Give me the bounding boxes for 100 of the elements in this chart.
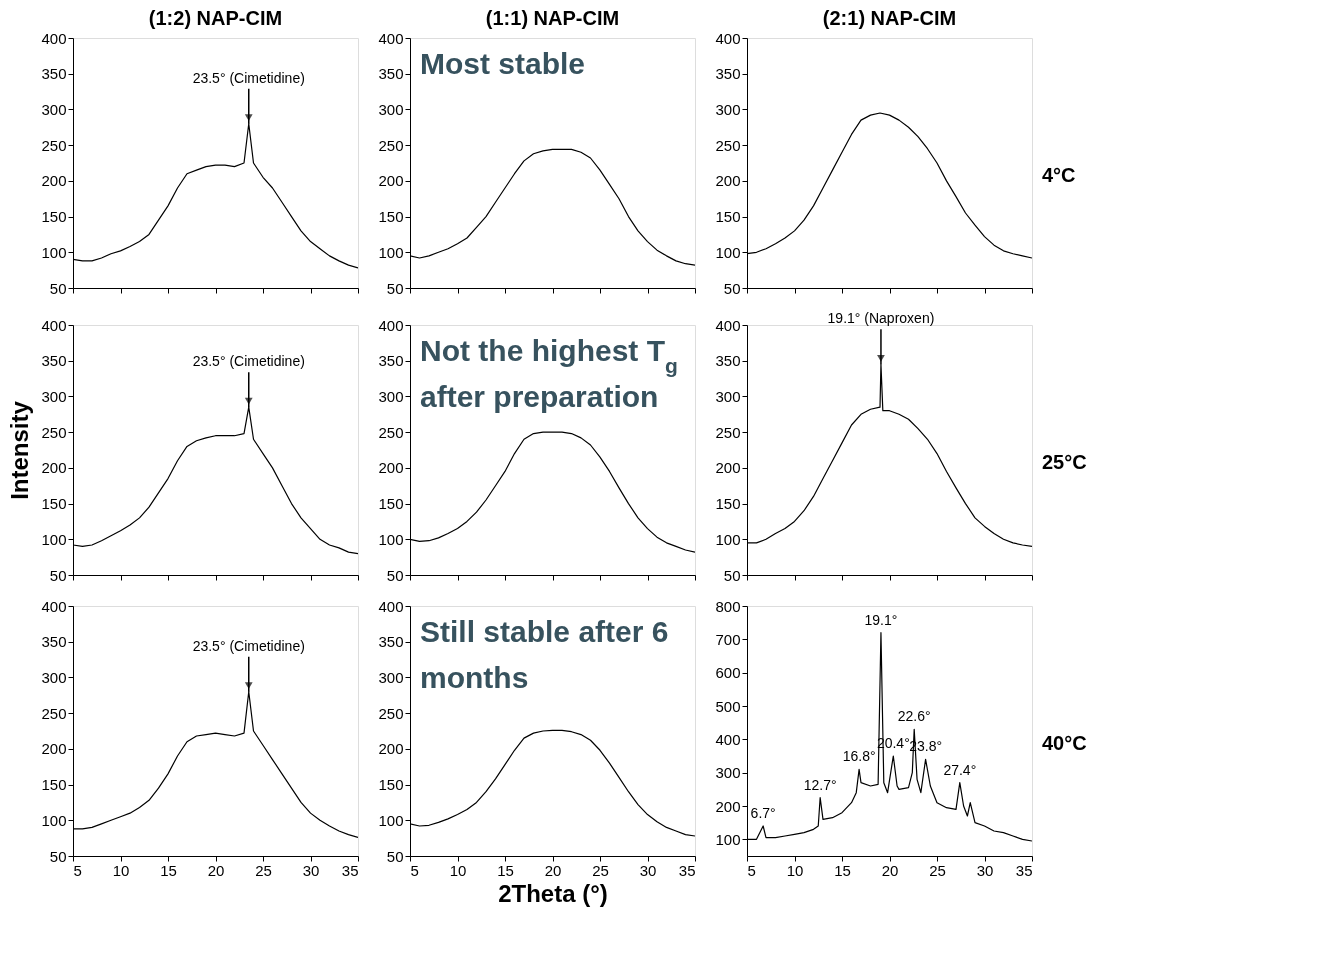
y-tick-label: 250 (41, 423, 67, 441)
y-tick-label: 100 (715, 830, 741, 848)
annotation: after preparation (420, 380, 659, 413)
y-tick-label: 200 (715, 797, 741, 815)
x-tick-label: 10 (786, 861, 804, 879)
y-tick-label: 300 (715, 387, 741, 405)
y-tick-label: 150 (715, 208, 741, 226)
x-tick-label: 25 (929, 861, 946, 879)
y-tick-label: 300 (715, 100, 741, 118)
y-tick-label: 350 (41, 633, 67, 651)
annotation: 23.5° (Cimetidine) (192, 353, 305, 370)
annotation: 12.7° (803, 776, 837, 793)
x-tick-label: 35 (341, 861, 359, 879)
y-tick-label: 300 (378, 100, 404, 118)
x-tick-label: 5 (73, 861, 82, 879)
x-tick-label: 35 (678, 861, 696, 879)
y-tick-label: 800 (715, 597, 741, 615)
y-axis-title: Intensity (6, 400, 34, 500)
y-tick-label: 350 (41, 65, 67, 83)
chart-title: (2:1) NAP-CIM (822, 7, 957, 29)
y-tick-label: 100 (378, 530, 404, 548)
x-tick-label: 20 (544, 861, 562, 879)
y-tick-label: 350 (715, 65, 741, 83)
annotation: 19.1° (864, 611, 898, 628)
y-tick-label: 400 (715, 730, 741, 748)
text: 25°C (1042, 450, 1087, 473)
y-tick-label: 400 (41, 316, 67, 334)
annotation: 22.6° (897, 708, 931, 725)
y-tick-label: 150 (378, 495, 404, 513)
y-tick-label: 150 (41, 208, 67, 226)
y-tick-label: 400 (378, 597, 404, 615)
y-tick-label: 150 (41, 776, 67, 794)
y-tick-label: 50 (386, 566, 404, 584)
annotation: Not the highest T$_{g}$ (420, 334, 678, 377)
y-tick-label: 250 (378, 704, 404, 722)
x-tick-label: 5 (410, 861, 419, 879)
text: 40°C (1042, 731, 1087, 754)
y-tick-label: 150 (378, 776, 404, 794)
y-tick-label: 300 (41, 100, 67, 118)
x-tick-label: 20 (207, 861, 225, 879)
y-tick-label: 400 (715, 29, 741, 47)
annotation: 6.7° (750, 805, 776, 821)
y-tick-label: 100 (378, 243, 404, 261)
y-tick-label: 150 (378, 208, 404, 226)
annotation: 19.1° (Naproxen) (827, 310, 935, 327)
y-tick-label: 200 (715, 172, 741, 190)
y-tick-label: 150 (41, 495, 67, 513)
y-tick-label: 350 (41, 352, 67, 370)
y-tick-label: 200 (378, 740, 404, 758)
annotation: 27.4° (943, 761, 977, 778)
y-tick-label: 300 (378, 387, 404, 405)
x-tick-label: 10 (449, 861, 467, 879)
annotation: months (420, 661, 529, 694)
x-tick-label: 10 (112, 861, 130, 879)
y-tick-label: 350 (715, 352, 741, 370)
annotation: 23.5° (Cimetidine) (192, 637, 305, 654)
x-tick-label: 35 (1015, 861, 1033, 879)
y-tick-label: 50 (386, 279, 404, 297)
text: 4°C (1042, 163, 1076, 186)
y-tick-label: 200 (41, 740, 67, 758)
chart-title: (1:1) NAP-CIM (485, 7, 620, 29)
y-tick-label: 350 (378, 633, 404, 651)
y-tick-label: 200 (715, 459, 741, 477)
y-tick-label: 100 (41, 243, 67, 261)
y-tick-label: 200 (41, 459, 67, 477)
x-tick-label: 15 (160, 861, 177, 879)
y-tick-label: 700 (715, 630, 741, 648)
y-tick-label: 250 (715, 423, 741, 441)
y-tick-label: 400 (41, 597, 67, 615)
x-tick-label: 30 (976, 861, 994, 879)
y-tick-label: 100 (41, 811, 67, 829)
y-tick-label: 50 (49, 847, 67, 865)
x-tick-label: 25 (255, 861, 272, 879)
y-tick-label: 350 (378, 65, 404, 83)
y-tick-label: 200 (378, 459, 404, 477)
y-tick-label: 100 (715, 530, 741, 548)
y-tick-label: 100 (378, 811, 404, 829)
y-tick-label: 50 (49, 279, 67, 297)
annotation: 23.5° (Cimetidine) (192, 69, 305, 86)
y-tick-label: 350 (378, 352, 404, 370)
y-tick-label: 250 (715, 136, 741, 154)
y-tick-label: 50 (723, 566, 741, 584)
y-tick-label: 400 (715, 316, 741, 334)
annotation: Most stable (420, 47, 586, 80)
y-tick-label: 50 (723, 279, 741, 297)
y-tick-label: 50 (49, 566, 67, 584)
y-tick-label: 250 (41, 136, 67, 154)
y-tick-label: 150 (715, 495, 741, 513)
y-tick-label: 250 (378, 136, 404, 154)
x-tick-label: 30 (302, 861, 320, 879)
y-tick-label: 200 (41, 172, 67, 190)
annotation: 16.8° (842, 748, 876, 765)
y-tick-label: 100 (41, 530, 67, 548)
y-tick-label: 600 (715, 664, 741, 682)
x-tick-label: 30 (639, 861, 657, 879)
y-tick-label: 100 (715, 243, 741, 261)
y-tick-label: 300 (715, 764, 741, 782)
x-tick-label: 20 (881, 861, 899, 879)
y-tick-label: 300 (41, 387, 67, 405)
y-tick-label: 300 (41, 668, 67, 686)
